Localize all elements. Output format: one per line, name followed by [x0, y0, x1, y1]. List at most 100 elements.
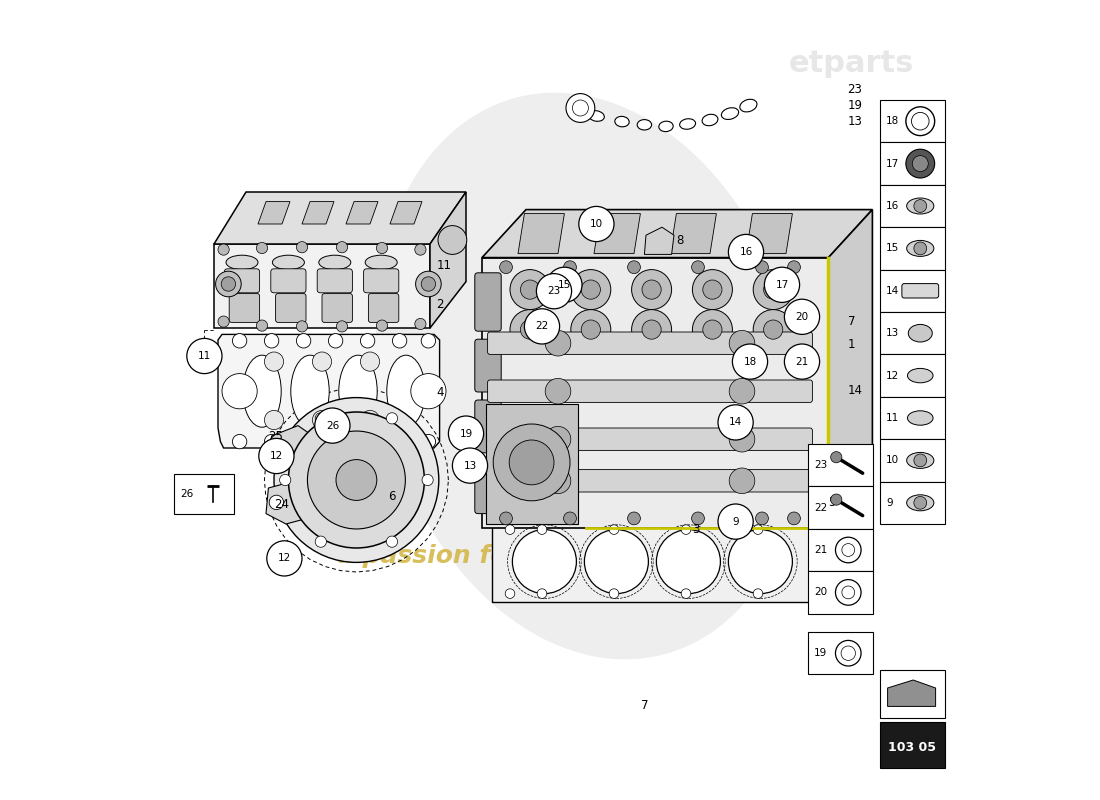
Text: 10: 10	[590, 219, 603, 229]
Circle shape	[609, 589, 619, 598]
Circle shape	[764, 267, 800, 302]
Bar	[880, 722, 945, 768]
Text: 12: 12	[270, 451, 283, 461]
Ellipse shape	[702, 114, 718, 126]
Ellipse shape	[243, 355, 282, 427]
Polygon shape	[828, 210, 872, 528]
Circle shape	[546, 330, 571, 356]
Circle shape	[187, 338, 222, 374]
Text: 3: 3	[692, 523, 700, 536]
Ellipse shape	[637, 119, 651, 130]
Circle shape	[628, 261, 640, 274]
Ellipse shape	[376, 93, 804, 659]
Circle shape	[264, 434, 278, 449]
Circle shape	[546, 378, 571, 404]
Text: 15: 15	[558, 280, 571, 290]
Circle shape	[836, 640, 861, 666]
Polygon shape	[302, 202, 334, 224]
Circle shape	[337, 242, 348, 253]
Circle shape	[692, 512, 704, 525]
Polygon shape	[670, 214, 716, 254]
Text: 20: 20	[814, 587, 827, 598]
Polygon shape	[214, 244, 430, 328]
FancyBboxPatch shape	[229, 294, 260, 322]
Circle shape	[264, 352, 284, 371]
Circle shape	[912, 156, 928, 172]
Ellipse shape	[680, 118, 695, 130]
Circle shape	[914, 242, 926, 255]
Circle shape	[337, 321, 348, 332]
FancyBboxPatch shape	[224, 269, 260, 293]
Ellipse shape	[290, 355, 329, 427]
Text: 12: 12	[886, 370, 900, 381]
Text: 13: 13	[463, 461, 476, 470]
Circle shape	[836, 538, 861, 563]
Text: 22: 22	[536, 322, 549, 331]
Text: 23: 23	[548, 286, 561, 296]
Circle shape	[499, 512, 513, 525]
Circle shape	[232, 434, 246, 449]
Circle shape	[296, 321, 308, 332]
Circle shape	[718, 504, 754, 539]
Bar	[174, 474, 234, 514]
Text: 19: 19	[814, 648, 827, 658]
Text: 14: 14	[848, 384, 862, 397]
Ellipse shape	[659, 121, 673, 132]
Circle shape	[509, 440, 554, 485]
Circle shape	[415, 244, 426, 255]
Circle shape	[510, 310, 550, 350]
Bar	[880, 270, 945, 312]
Circle shape	[312, 352, 331, 371]
Circle shape	[272, 442, 287, 458]
FancyBboxPatch shape	[902, 284, 938, 298]
Circle shape	[525, 309, 560, 344]
Circle shape	[537, 525, 547, 534]
Circle shape	[703, 320, 722, 339]
FancyBboxPatch shape	[487, 470, 813, 492]
Circle shape	[788, 261, 801, 274]
Bar	[880, 142, 945, 185]
Ellipse shape	[906, 241, 934, 257]
Circle shape	[329, 334, 343, 348]
Circle shape	[270, 495, 284, 510]
Circle shape	[376, 242, 387, 254]
Bar	[880, 397, 945, 439]
Text: 13: 13	[848, 115, 862, 128]
Ellipse shape	[906, 495, 934, 511]
Bar	[807, 486, 873, 529]
Circle shape	[537, 274, 572, 309]
Text: 26: 26	[326, 421, 339, 430]
Circle shape	[784, 299, 820, 334]
Text: 21: 21	[814, 545, 827, 555]
Circle shape	[729, 330, 755, 356]
Circle shape	[493, 424, 570, 501]
Circle shape	[218, 316, 229, 327]
Circle shape	[416, 271, 441, 297]
Circle shape	[267, 541, 303, 576]
Circle shape	[410, 374, 446, 409]
Circle shape	[312, 410, 331, 430]
Polygon shape	[218, 334, 440, 448]
Text: 11: 11	[198, 351, 211, 361]
Circle shape	[421, 334, 436, 348]
Circle shape	[729, 378, 755, 404]
Text: 19: 19	[848, 99, 862, 112]
Circle shape	[438, 226, 466, 254]
Text: 25: 25	[268, 430, 284, 442]
Circle shape	[754, 589, 762, 598]
Text: 9: 9	[733, 517, 739, 526]
Circle shape	[256, 242, 267, 254]
Text: 19: 19	[460, 429, 473, 438]
Bar	[880, 482, 945, 524]
Text: 11: 11	[886, 413, 900, 423]
Circle shape	[264, 410, 284, 430]
Polygon shape	[258, 202, 290, 224]
Circle shape	[836, 579, 861, 605]
Circle shape	[756, 512, 769, 525]
Circle shape	[563, 261, 576, 274]
Ellipse shape	[273, 255, 305, 270]
Circle shape	[520, 320, 540, 339]
Bar	[880, 439, 945, 482]
Circle shape	[376, 320, 387, 331]
Text: 15: 15	[886, 243, 900, 254]
